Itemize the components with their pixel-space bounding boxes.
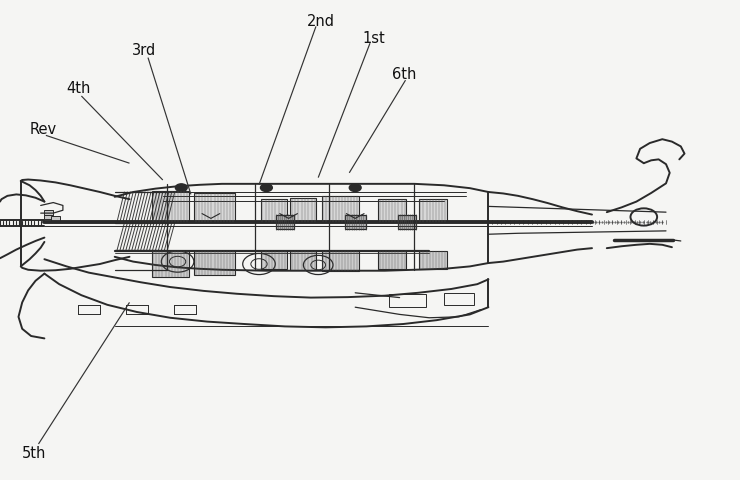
Bar	[444, 293, 474, 305]
Bar	[44, 210, 53, 215]
Bar	[322, 196, 359, 222]
Bar	[290, 198, 317, 222]
Circle shape	[349, 184, 361, 192]
Bar	[398, 215, 417, 229]
Bar	[194, 193, 235, 222]
Bar	[345, 215, 366, 229]
Bar	[260, 251, 286, 269]
Bar	[419, 251, 447, 269]
Text: 1st: 1st	[363, 31, 386, 46]
Text: 5th: 5th	[22, 446, 47, 461]
Bar	[378, 251, 406, 269]
Text: 6th: 6th	[392, 67, 417, 82]
Bar	[194, 251, 235, 275]
Text: 3rd: 3rd	[132, 43, 156, 58]
Text: 2nd: 2nd	[307, 14, 335, 29]
Bar	[419, 199, 447, 222]
Text: Rev: Rev	[30, 122, 57, 137]
Bar	[322, 251, 359, 271]
Circle shape	[175, 184, 187, 192]
Text: 4th: 4th	[67, 81, 91, 96]
Bar	[51, 216, 60, 221]
Circle shape	[260, 184, 272, 192]
Bar	[44, 215, 53, 219]
Bar	[290, 251, 317, 270]
Bar	[152, 191, 189, 222]
Bar	[388, 294, 425, 307]
Bar	[260, 199, 286, 222]
Bar	[378, 199, 406, 222]
Bar	[275, 215, 294, 229]
Bar	[152, 251, 189, 277]
